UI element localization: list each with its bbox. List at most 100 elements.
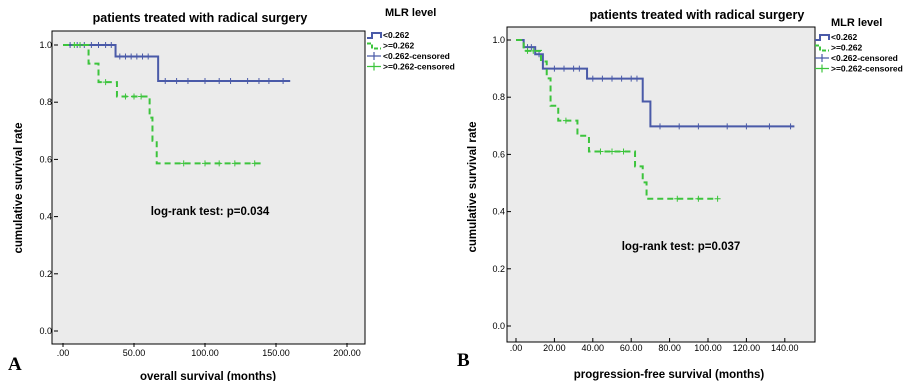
panel-letter: B xyxy=(457,350,470,371)
censor-mark-low xyxy=(536,51,543,58)
censor-mark-high xyxy=(202,160,208,167)
legend-label: >=0.262-censored xyxy=(383,62,455,72)
x-tick-label: 50.00 xyxy=(123,348,146,358)
panel-letter: A xyxy=(8,354,22,375)
x-tick-label: 40.00 xyxy=(582,343,605,353)
y-tick-label: 0.0 xyxy=(492,321,505,331)
censor-mark-low xyxy=(633,75,640,82)
y-axis-label: cumulative survival rate xyxy=(467,121,479,252)
legend-title: MLR level xyxy=(831,17,882,29)
censor-mark-low xyxy=(184,78,191,85)
censor-mark-low xyxy=(280,78,287,85)
censor-mark-low xyxy=(108,42,115,48)
x-tick-label: 120.00 xyxy=(733,343,761,353)
censor-mark-low xyxy=(599,75,606,82)
y-tick-label: 0.4 xyxy=(492,207,505,217)
legend-label: <0.262 xyxy=(383,30,410,40)
censor-mark-low xyxy=(589,75,596,82)
censor-mark-low xyxy=(128,53,135,60)
censor-mark-low xyxy=(162,78,169,85)
censor-mark-low xyxy=(227,78,234,85)
y-tick-label: 1.0 xyxy=(39,40,52,50)
censor-mark-low xyxy=(116,53,123,60)
legend-swatch-low xyxy=(367,32,382,39)
censor-mark-low xyxy=(202,78,208,85)
censor-mark-high xyxy=(251,160,258,167)
legend-censor-swatch-high xyxy=(815,64,829,73)
censor-mark-high xyxy=(122,93,129,100)
legend-censor-swatch-low xyxy=(367,52,381,60)
y-tick-label: 0.6 xyxy=(492,149,505,159)
censor-mark-low xyxy=(265,78,272,85)
x-tick-label: 140.00 xyxy=(771,343,799,353)
legend-swatch-low xyxy=(815,34,830,41)
censor-mark-low xyxy=(255,78,262,85)
legend-label: >=0.262 xyxy=(831,43,862,53)
censor-mark-high xyxy=(714,195,721,202)
legend-censor-swatch-low xyxy=(815,54,829,62)
censor-mark-low xyxy=(628,75,635,82)
x-tick-label: .00 xyxy=(510,343,523,353)
censor-mark-high xyxy=(620,148,627,155)
y-axis-label: cumulative survival rate xyxy=(13,122,25,253)
y-tick-label: 0.2 xyxy=(39,269,52,279)
legend-label: <0.262 xyxy=(831,32,858,42)
x-tick-label: 200.00 xyxy=(333,348,361,358)
censor-mark-low xyxy=(95,42,102,48)
x-axis-label: progression-free survival (months) xyxy=(574,369,765,381)
plot-area xyxy=(506,26,816,343)
y-tick-label: 1.0 xyxy=(492,35,505,45)
censor-mark-high xyxy=(695,195,702,202)
censor-mark-low xyxy=(676,123,683,130)
chart-title: patients treated with radical surgery xyxy=(590,8,805,22)
legend-label: >=0.262-censored xyxy=(831,64,903,74)
y-tick-label: 0.4 xyxy=(39,212,52,222)
censor-mark-low xyxy=(561,65,567,72)
x-axis-label: overall survival (months) xyxy=(140,371,276,381)
censor-mark-high xyxy=(131,93,137,100)
censor-mark-low xyxy=(122,53,129,60)
censor-mark-low xyxy=(133,53,140,60)
censor-mark-low xyxy=(576,65,583,72)
legend: MLR level <0.262>=0.262<0.262-censored>=… xyxy=(815,17,903,74)
censor-mark-low xyxy=(173,78,180,85)
censor-mark-low xyxy=(551,65,558,72)
chart-title: patients treated with radical surgery xyxy=(93,11,308,25)
censor-mark-low xyxy=(743,123,750,130)
censor-mark-high xyxy=(609,148,615,155)
censor-mark-low xyxy=(570,65,577,72)
censor-mark-low xyxy=(102,42,109,48)
censor-mark-high xyxy=(597,148,604,155)
censor-mark-low xyxy=(766,123,773,130)
censor-mark-high xyxy=(180,160,187,167)
legend: MLR level <0.262>=0.262<0.262-censored>=… xyxy=(367,7,455,72)
y-tick-label: 0.0 xyxy=(39,326,52,336)
censor-mark-high xyxy=(71,42,78,48)
censor-mark-low xyxy=(724,123,731,130)
chart-panel-a: patients treated with radical surgery 0.… xyxy=(8,7,455,381)
censor-mark-low xyxy=(618,75,625,82)
censor-mark-low xyxy=(216,78,223,85)
log-rank-annotation: log-rank test: p=0.034 xyxy=(151,206,270,218)
censor-mark-low xyxy=(695,123,702,130)
legend-swatch-high xyxy=(815,44,829,52)
x-tick-label: 60.00 xyxy=(620,343,643,353)
censor-mark-low xyxy=(139,53,146,60)
censor-mark-high xyxy=(138,93,145,100)
legend-censor-swatch-high xyxy=(367,62,381,71)
censor-mark-high xyxy=(562,117,569,124)
plot-area xyxy=(51,30,366,345)
censor-mark-low xyxy=(657,123,663,130)
log-rank-annotation: log-rank test: p=0.037 xyxy=(622,241,741,253)
censor-mark-high xyxy=(530,47,537,54)
censor-mark-high xyxy=(524,47,531,54)
censor-mark-low xyxy=(244,78,251,85)
censor-mark-low xyxy=(609,75,615,82)
x-tick-label: 100.00 xyxy=(191,348,219,358)
censor-mark-high xyxy=(102,79,109,86)
censor-mark-high xyxy=(231,160,238,167)
censor-mark-low xyxy=(787,123,794,130)
y-tick-label: 0.8 xyxy=(39,97,52,107)
km-chart-b: patients treated with radical surgery 0.… xyxy=(467,8,903,381)
censor-mark-high xyxy=(77,42,84,48)
